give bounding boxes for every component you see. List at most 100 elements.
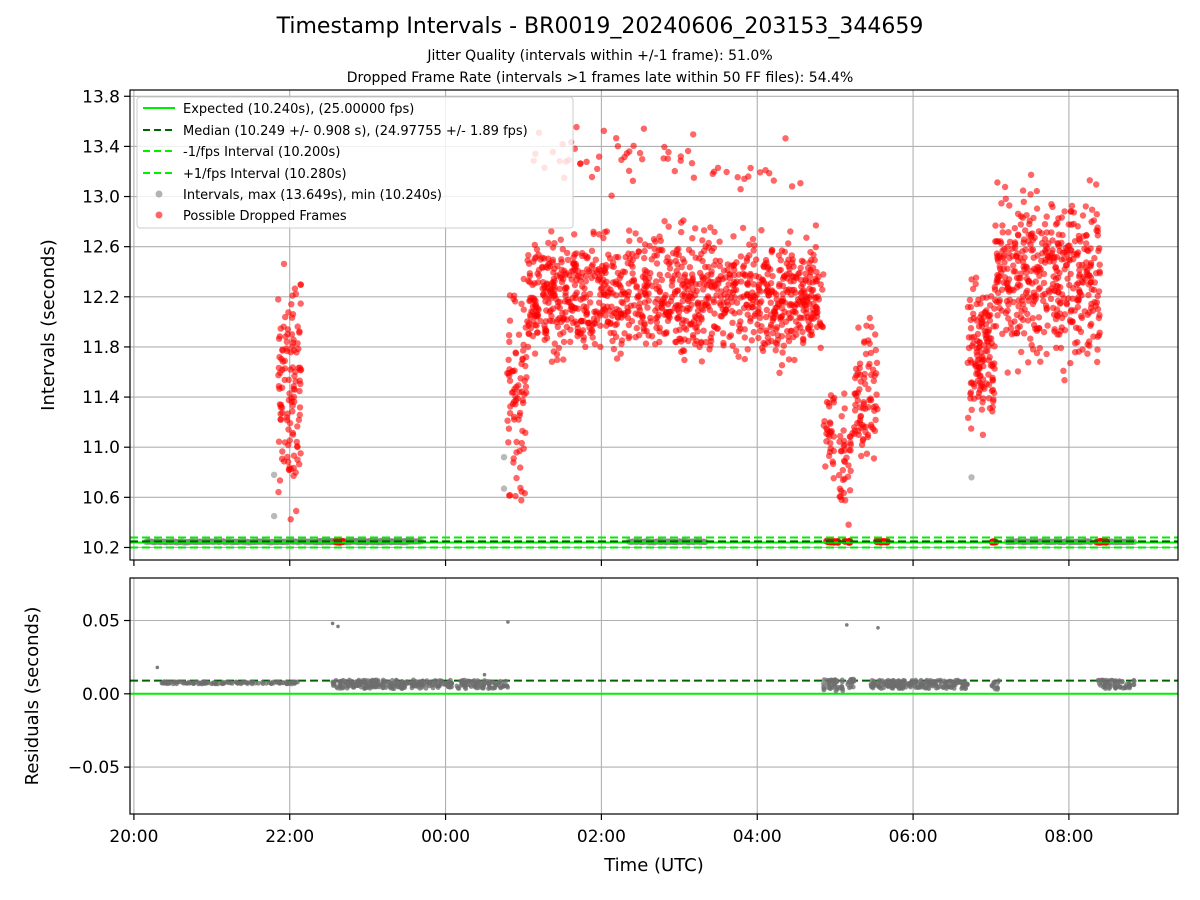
residual-point [877,677,882,683]
residual-point [351,685,357,690]
dropped-frame-point [588,263,595,270]
dropped-frame-point [288,331,296,338]
dropped-frame-point [815,273,822,280]
dropped-frame-point [841,475,848,482]
dropped-frame-point [1017,221,1024,228]
dropped-frame-point [671,304,679,311]
legend-entry-dropped: Possible Dropped Frames [183,209,347,224]
dropped-frame-point [506,492,514,499]
dropped-frame-point [854,419,861,427]
dropped-frame-point [1047,295,1055,303]
dropped-frame-point [527,324,535,331]
dropped-frame-point [1096,261,1103,268]
top-y-tick-label: 10.2 [82,538,120,558]
dropped-frame-point [663,329,670,336]
residual-point [394,678,399,683]
dropped-frame-point [744,280,751,287]
dropped-frame-point [681,356,688,364]
dropped-frame-point [748,337,755,344]
residual-point [946,679,952,684]
dropped-frame-point [506,410,514,417]
dropped-frame-point [752,310,759,317]
residual-point [481,682,487,688]
dropped-frame-point [629,270,636,277]
dropped-frame-point [787,228,794,235]
dropped-frame-point [641,247,648,255]
dropped-frame-point [629,256,636,264]
dropped-frame-point [513,474,520,482]
dropped-frame-point [656,338,663,346]
dropped-frame-point [821,418,828,425]
dropped-frame-point [511,385,518,393]
dropped-frame-point [781,248,788,256]
dropped-frame-point [847,447,854,454]
dropped-frame-point [641,267,648,274]
dropped-frame-point [648,333,656,340]
dropped-frame-point [516,409,524,417]
dropped-frame-point [1018,348,1025,356]
dropped-frame-point [516,388,523,396]
dropped-frame-point [1083,231,1090,239]
dropped-frame-point [559,246,566,253]
residual-point [839,677,845,683]
dropped-frame-point [668,282,676,289]
dropped-frame-point [872,331,879,338]
dropped-frame-point [586,290,594,297]
dropped-frame-point [861,370,868,378]
dropped-frame-point [966,296,974,304]
dropped-frame-point [518,300,525,307]
residual-point [454,683,460,689]
dropped-frame-point [679,281,686,289]
dropped-frame-point [558,278,566,286]
dropped-frame-point [1021,227,1029,234]
dropped-frame-point [967,389,975,396]
dropped-frame-point [980,357,988,364]
dropped-frame-point [573,123,580,131]
dropped-frame-point [653,324,660,331]
dropped-frame-point [1005,249,1012,257]
dropped-frame-point [564,249,571,257]
dropped-frame-point [505,356,512,363]
top-y-tick-label: 11.0 [82,438,120,458]
dropped-frame-point [634,292,642,300]
dropped-frame-point [664,155,671,162]
dropped-frame-point [991,360,998,367]
dropped-frame-point [535,279,542,286]
dropped-frame-point [583,158,590,165]
dropped-frame-point [711,310,718,317]
dropped-frame-point [799,328,806,336]
dropped-frame-point [506,317,514,324]
dropped-frame-point [1014,329,1021,337]
dropped-frame-point [656,288,663,296]
dropped-frame-point [1036,284,1044,291]
dropped-frame-point [290,383,297,390]
dropped-frame-point [1051,328,1058,335]
dropped-frame-point [994,312,1001,319]
dropped-frame-point [641,285,648,293]
dropped-frame-point [564,256,572,264]
dropped-frame-point [571,266,579,273]
dropped-frame-point [285,309,292,316]
dropped-frame-point [845,521,852,528]
dropped-frame-point [775,252,783,259]
dropped-frame-point [287,516,294,523]
dropped-frame-point [672,327,680,334]
dropped-frame-point [636,236,644,244]
dropped-frame-point [733,347,740,355]
residual-point [449,680,455,686]
dropped-frame-point [762,313,770,321]
dropped-frame-point [1067,270,1074,278]
dropped-frame-point [1011,244,1019,252]
dropped-frame-point [573,289,580,296]
dropped-frame-point [610,263,617,270]
dropped-frame-point [806,300,813,308]
dropped-frame-point [684,147,692,155]
dropped-frame-point [837,493,844,500]
chart-title: Timestamp Intervals - BR0019_20240606_20… [276,14,924,39]
dropped-frame-point [764,271,771,278]
dropped-frame-point [797,276,805,284]
dropped-frame-point [577,296,584,303]
dropped-frame-point [1019,248,1026,255]
residual-point [183,680,189,686]
dropped-frame-point [841,390,848,397]
